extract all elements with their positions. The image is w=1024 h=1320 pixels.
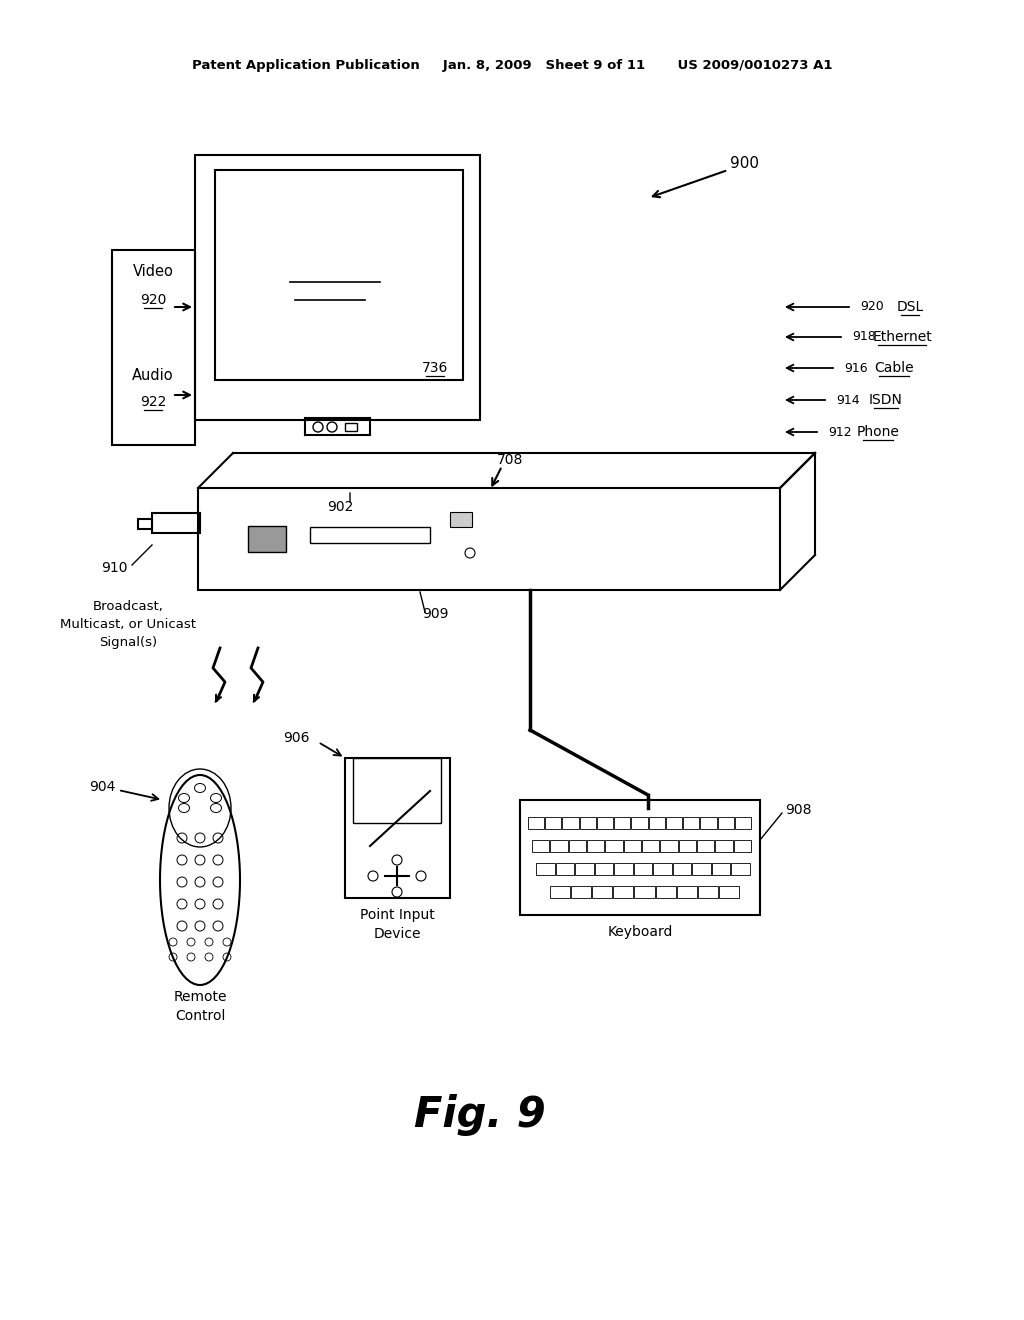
Bar [613, 886, 634, 898]
Bar [666, 817, 682, 829]
Bar [580, 817, 596, 829]
Text: Point Input
Device: Point Input Device [359, 908, 434, 941]
Bar [731, 863, 750, 875]
Text: Broadcast,
Multicast, or Unicast
Signal(s): Broadcast, Multicast, or Unicast Signal(… [60, 601, 196, 649]
Bar [660, 840, 678, 851]
Bar [597, 817, 613, 829]
Bar [195, 154, 480, 420]
Bar [735, 817, 751, 829]
Bar [345, 422, 357, 432]
Text: Ethernet: Ethernet [872, 330, 932, 345]
Bar [536, 863, 555, 875]
Text: 908: 908 [785, 803, 811, 817]
Bar [634, 863, 652, 875]
Bar [642, 840, 659, 851]
Text: Patent Application Publication     Jan. 8, 2009   Sheet 9 of 11       US 2009/00: Patent Application Publication Jan. 8, 2… [191, 58, 833, 71]
Bar [215, 170, 463, 380]
Bar [605, 840, 623, 851]
Bar [679, 840, 696, 851]
Text: Fig. 9: Fig. 9 [414, 1094, 546, 1137]
Bar [248, 525, 286, 552]
Bar [556, 863, 574, 875]
Bar [653, 863, 672, 875]
Text: 920: 920 [860, 301, 884, 314]
Bar [716, 840, 732, 851]
Text: 904: 904 [89, 780, 115, 795]
Text: Audio: Audio [132, 367, 174, 383]
Text: 918: 918 [852, 330, 876, 343]
Text: 900: 900 [730, 156, 759, 170]
Bar [450, 512, 472, 527]
Bar [712, 863, 730, 875]
Bar [545, 817, 561, 829]
Bar [532, 840, 549, 851]
Text: Phone: Phone [856, 425, 899, 440]
Bar [733, 840, 751, 851]
Bar [719, 886, 739, 898]
Bar [520, 800, 760, 915]
Text: Keyboard: Keyboard [607, 925, 673, 939]
Bar [624, 840, 641, 851]
Text: 708: 708 [497, 453, 523, 467]
Bar [592, 886, 612, 898]
Text: 736: 736 [422, 360, 449, 375]
Text: 909: 909 [422, 607, 449, 620]
Bar [550, 840, 567, 851]
Bar [648, 817, 665, 829]
Bar [697, 840, 715, 851]
Bar [614, 817, 631, 829]
Text: 922: 922 [140, 395, 166, 409]
Bar [198, 488, 780, 590]
Bar [310, 527, 430, 543]
Text: ISDN: ISDN [869, 393, 903, 407]
Bar [562, 817, 579, 829]
Bar [632, 817, 647, 829]
Text: 906: 906 [284, 731, 310, 744]
Bar [112, 249, 195, 445]
Bar [697, 886, 718, 898]
Text: 912: 912 [828, 425, 852, 438]
Bar [683, 817, 699, 829]
Text: Cable: Cable [874, 360, 913, 375]
Bar [677, 886, 696, 898]
Bar [718, 817, 734, 829]
Bar [635, 886, 654, 898]
Bar [655, 886, 676, 898]
Text: 910: 910 [101, 561, 128, 576]
Bar [575, 863, 594, 875]
Bar [353, 758, 441, 822]
Bar [587, 840, 604, 851]
Bar [700, 817, 717, 829]
Text: DSL: DSL [896, 300, 924, 314]
Text: 916: 916 [844, 362, 867, 375]
Bar [528, 817, 544, 829]
Bar [571, 886, 591, 898]
Text: 914: 914 [836, 393, 859, 407]
Bar [692, 863, 711, 875]
Bar [673, 863, 691, 875]
Bar [595, 863, 613, 875]
Bar [550, 886, 570, 898]
Bar [138, 519, 152, 529]
Text: 902: 902 [327, 500, 353, 513]
Bar [568, 840, 586, 851]
Text: Video: Video [132, 264, 173, 280]
Text: 920: 920 [140, 293, 166, 308]
Bar [345, 758, 450, 898]
Bar [152, 513, 200, 533]
Bar [614, 863, 633, 875]
Text: Remote
Control: Remote Control [173, 990, 226, 1023]
